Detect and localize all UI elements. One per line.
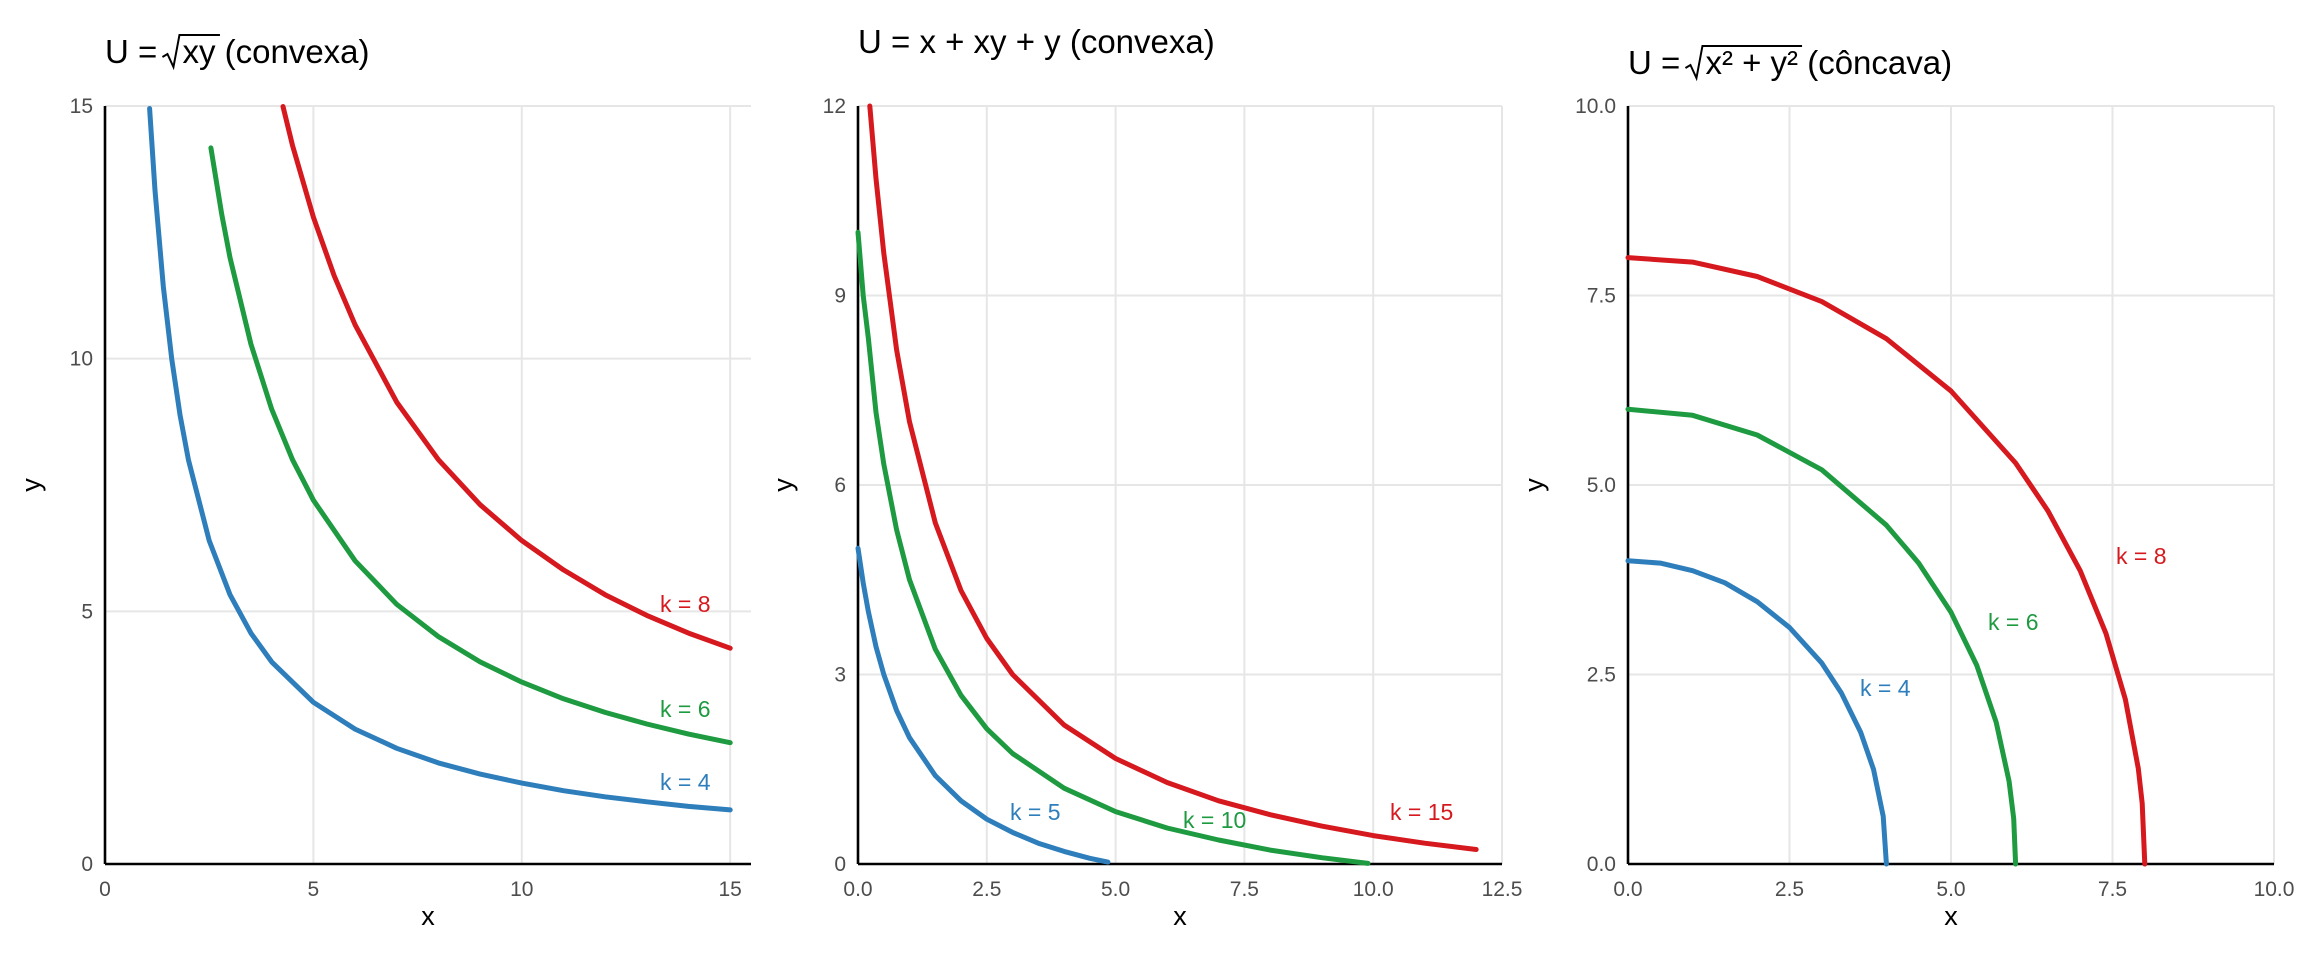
y-tick-label: 0 <box>834 853 846 876</box>
panel-x-plus-xy-plus-y: U = x + xy + y (convexa) 0.0 2.5 5.0 7.5 10.… <box>768 23 1522 931</box>
title-suffix: (côncava) <box>1798 44 1952 81</box>
x-tick-label: 15 <box>718 878 741 901</box>
panel-3-title: U = x² + y² (côncava) <box>1628 44 1952 81</box>
curve-label-k4: k = 4 <box>660 769 711 795</box>
title-prefix: U = <box>1628 44 1689 81</box>
panel-2-title: U = x + xy + y (convexa) <box>858 23 1215 60</box>
gridlines <box>1627 105 2275 865</box>
indifference-curve-k8 <box>280 104 733 651</box>
x-tick-label: 5.0 <box>1936 878 1965 901</box>
x-axis-label: x <box>1173 901 1187 931</box>
y-axis-label: y <box>768 478 798 492</box>
x-tick-label: 5.0 <box>1101 878 1130 901</box>
title-prefix: U = <box>105 33 166 70</box>
y-tick-label: 0 <box>81 853 93 876</box>
y-tick-label: 10.0 <box>1575 95 1616 118</box>
indifference-curve-k10 <box>855 229 1371 866</box>
y-tick-label: 0.0 <box>1587 853 1616 876</box>
gridlines <box>104 105 751 865</box>
y-tick-label: 12 <box>823 95 846 118</box>
x-axis-label: x <box>421 901 435 931</box>
y-tick-label: 5.0 <box>1587 474 1616 497</box>
curve-label-k8: k = 8 <box>660 591 711 617</box>
curve-label-k8: k = 8 <box>2116 543 2167 569</box>
panel-1-title: U = xy (convexa) <box>105 33 370 70</box>
x-tick-label: 2.5 <box>1775 878 1804 901</box>
y-tick-label: 2.5 <box>1587 664 1616 687</box>
y-tick-label: 3 <box>834 664 846 687</box>
indifference-curve-k5 <box>855 545 1111 865</box>
curve-label-k5: k = 5 <box>1010 799 1061 825</box>
indifference-curve-k8 <box>1625 255 2148 867</box>
y-tick-label: 6 <box>834 474 846 497</box>
x-tick-label: 5 <box>308 878 320 901</box>
curve-label-k6: k = 6 <box>660 696 711 722</box>
y-tick-label: 7.5 <box>1587 285 1616 308</box>
y-tick-label: 10 <box>70 348 93 371</box>
y-tick-label: 9 <box>834 285 846 308</box>
radical-sign <box>161 34 220 71</box>
x-tick-label: 12.5 <box>1482 878 1523 901</box>
x-tick-label: 0.0 <box>1613 878 1642 901</box>
x-tick-label: 10.0 <box>2254 878 2295 901</box>
x-tick-label: 7.5 <box>1230 878 1259 901</box>
curve-label-k6: k = 6 <box>1988 609 2039 635</box>
x-tick-label: 10.0 <box>1353 878 1394 901</box>
title-radicand: xy <box>182 33 216 70</box>
radical-sign <box>1684 45 1803 82</box>
y-tick-label: 5 <box>81 600 93 623</box>
x-tick-label: 2.5 <box>972 878 1001 901</box>
y-axis-label: y <box>1519 478 1549 492</box>
x-tick-label: 0.0 <box>843 878 872 901</box>
indifference-curve-k6 <box>208 145 733 746</box>
x-tick-label: 0 <box>99 878 111 901</box>
panel-sqrt-x2-y2: U = x² + y² (côncava) 0.0 2.5 5.0 7.5 10.0 0.… <box>1519 44 2294 931</box>
indifference-curve-k4 <box>147 106 733 813</box>
indifference-curve-k15 <box>867 103 1479 852</box>
curve-label-k10: k = 10 <box>1183 807 1246 833</box>
x-tick-label: 10 <box>510 878 533 901</box>
y-tick-label: 15 <box>70 95 93 118</box>
curve-label-k4: k = 4 <box>1860 675 1911 701</box>
curve-label-k15: k = 15 <box>1390 799 1453 825</box>
x-tick-label: 7.5 <box>2098 878 2127 901</box>
title-suffix: (convexa) <box>215 33 369 70</box>
indifference-curve-k6 <box>1625 406 2019 867</box>
gridlines <box>857 105 1503 865</box>
y-axis-label: y <box>16 478 46 492</box>
x-axis-label: x <box>1944 901 1958 931</box>
title-radicand: x² + y² <box>1705 44 1798 81</box>
indifference-curve-k4 <box>1625 558 1889 867</box>
